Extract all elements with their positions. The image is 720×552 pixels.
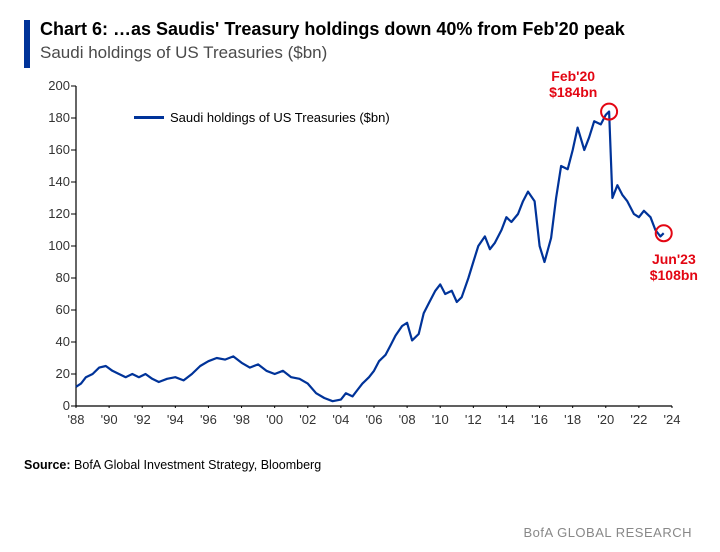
y-tick-label: 100: [36, 238, 70, 253]
x-tick-label: '20: [592, 412, 620, 427]
y-tick-label: 200: [36, 78, 70, 93]
x-tick-label: '02: [294, 412, 322, 427]
chart-page: Chart 6: …as Saudis' Treasury holdings d…: [0, 0, 720, 552]
title-block: Chart 6: …as Saudis' Treasury holdings d…: [24, 18, 696, 68]
x-tick-label: '14: [492, 412, 520, 427]
x-tick-label: '92: [128, 412, 156, 427]
brand-footer: BofA GLOBAL RESEARCH: [524, 525, 692, 540]
x-tick-label: '90: [95, 412, 123, 427]
annotation-label: Jun'23$108bn: [650, 251, 698, 283]
y-tick-label: 180: [36, 110, 70, 125]
x-tick-label: '18: [559, 412, 587, 427]
chart-svg: [24, 80, 684, 408]
legend-swatch: [134, 116, 164, 119]
x-tick-label: '16: [526, 412, 554, 427]
y-tick-label: 40: [36, 334, 70, 349]
y-tick-label: 20: [36, 366, 70, 381]
x-tick-label: '08: [393, 412, 421, 427]
x-tick-label: '04: [327, 412, 355, 427]
title-accent-bar: [24, 20, 30, 68]
series-line: [76, 112, 664, 402]
axis-lines: [76, 86, 672, 406]
x-tick-label: '94: [161, 412, 189, 427]
legend: Saudi holdings of US Treasuries ($bn): [134, 110, 390, 125]
x-tick-label: '96: [194, 412, 222, 427]
y-tick-label: 60: [36, 302, 70, 317]
y-tick-label: 80: [36, 270, 70, 285]
x-tick-label: '22: [625, 412, 653, 427]
x-tick-label: '98: [228, 412, 256, 427]
chart-area: 0 20 40 60 80 100 120 140 160 180 200 '88 '90 '92 '94 '…: [24, 80, 684, 450]
x-tick-label: '88: [62, 412, 90, 427]
annotation-label: Feb'20$184bn: [549, 68, 597, 100]
chart-title: Chart 6: …as Saudis' Treasury holdings d…: [40, 18, 625, 41]
chart-subtitle: Saudi holdings of US Treasuries ($bn): [40, 43, 625, 63]
y-tick-label: 120: [36, 206, 70, 221]
title-text: Chart 6: …as Saudis' Treasury holdings d…: [40, 18, 625, 63]
x-tick-label: '06: [360, 412, 388, 427]
y-tick-label: 140: [36, 174, 70, 189]
source-label: Source:: [24, 458, 71, 472]
y-tick-label: 0: [36, 398, 70, 413]
source-text: BofA Global Investment Strategy, Bloombe…: [74, 458, 321, 472]
x-tick-label: '10: [426, 412, 454, 427]
x-tick-label: '24: [658, 412, 686, 427]
source-line: Source: BofA Global Investment Strategy,…: [24, 458, 696, 472]
y-tick-label: 160: [36, 142, 70, 157]
x-tick-label: '00: [261, 412, 289, 427]
x-tick-label: '12: [459, 412, 487, 427]
legend-label: Saudi holdings of US Treasuries ($bn): [170, 110, 390, 125]
